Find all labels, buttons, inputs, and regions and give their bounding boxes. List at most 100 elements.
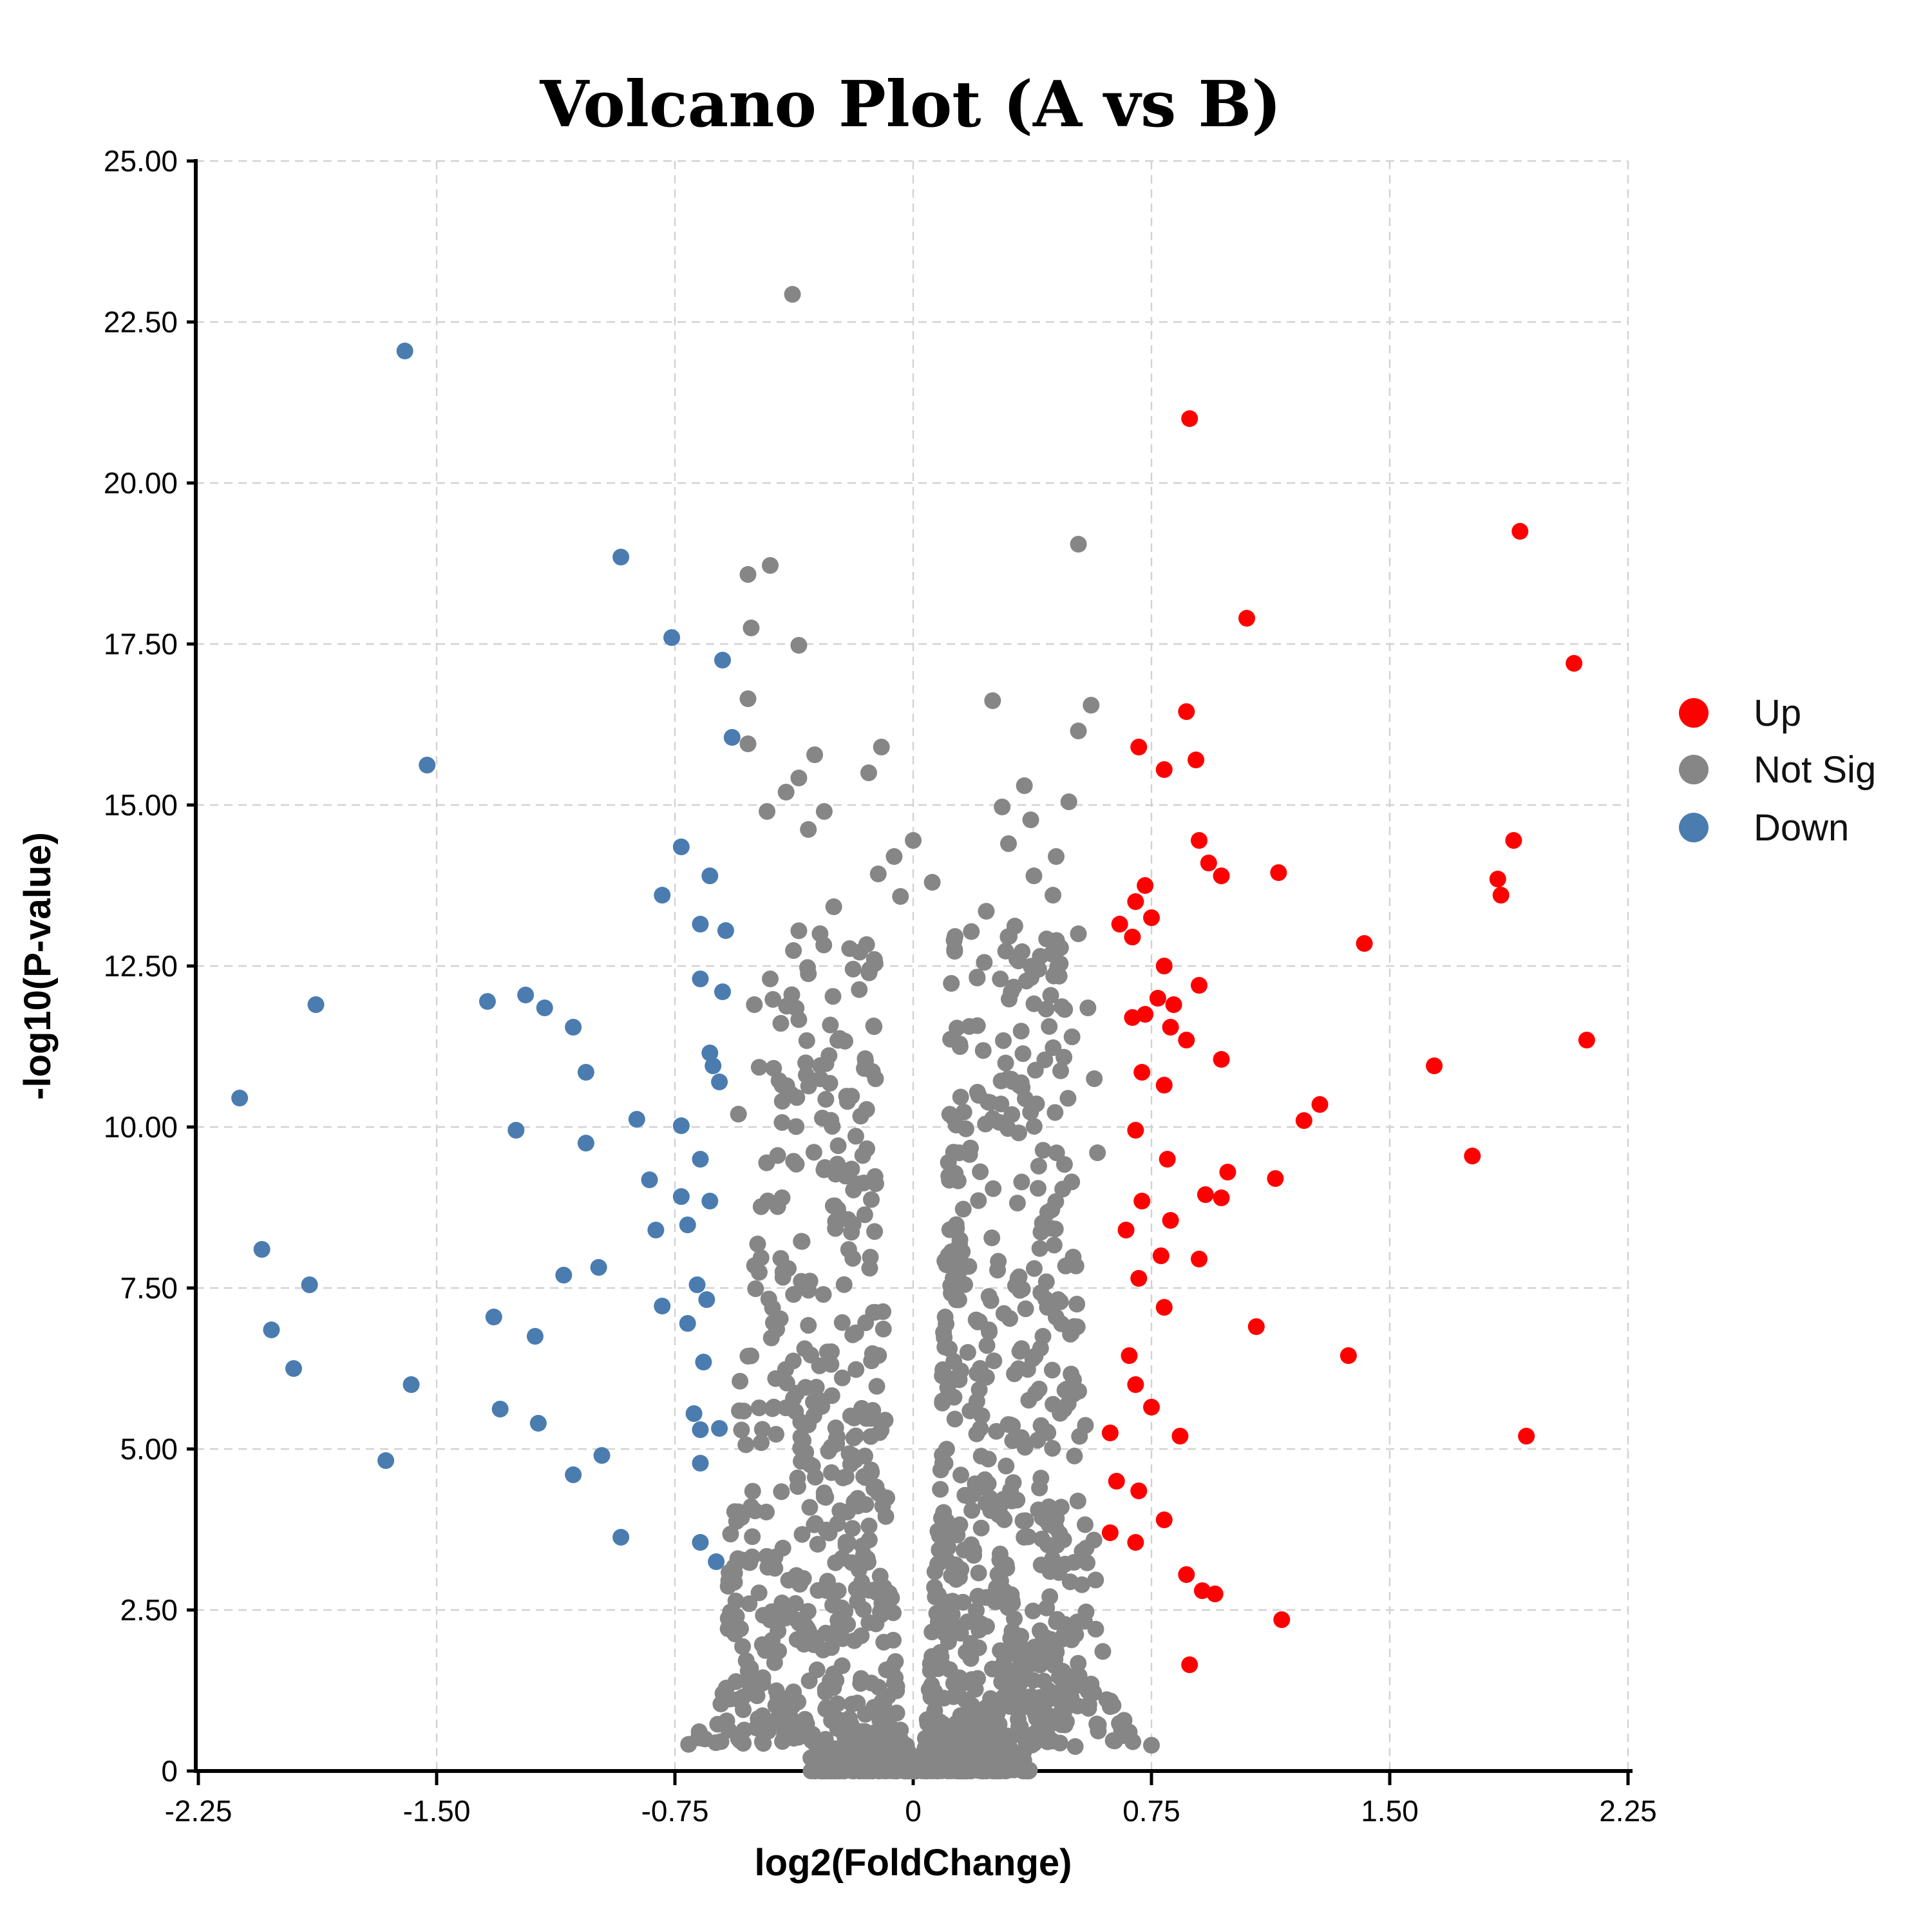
- point-notsig: [1003, 983, 1020, 1001]
- point-up: [1489, 871, 1506, 887]
- point-notsig: [985, 1180, 1002, 1197]
- point-notsig: [984, 692, 1001, 709]
- point-notsig: [1025, 867, 1043, 884]
- point-notsig: [1087, 1571, 1104, 1589]
- point-down: [485, 1309, 502, 1325]
- point-notsig: [753, 1636, 771, 1653]
- point-down: [402, 1376, 420, 1393]
- point-down: [593, 1447, 611, 1464]
- point-notsig: [1003, 1070, 1020, 1088]
- point-notsig: [1080, 1696, 1097, 1713]
- point-notsig: [862, 1461, 880, 1479]
- point-notsig: [936, 1252, 954, 1269]
- point-up: [1155, 1299, 1173, 1316]
- point-notsig: [1032, 948, 1049, 965]
- point-notsig: [1019, 1361, 1036, 1378]
- point-notsig: [849, 1694, 866, 1712]
- point-notsig: [800, 821, 817, 838]
- point-notsig: [801, 1499, 819, 1516]
- point-notsig: [723, 1615, 740, 1633]
- point-notsig: [730, 1106, 747, 1122]
- point-notsig: [1029, 1180, 1046, 1197]
- point-down: [628, 1111, 645, 1128]
- point-notsig: [1042, 1220, 1059, 1237]
- point-up: [1197, 1186, 1214, 1203]
- point-notsig: [737, 1436, 755, 1454]
- point-up: [1117, 1222, 1135, 1238]
- point-notsig: [770, 1698, 788, 1716]
- gridlines: [196, 160, 1629, 1772]
- point-notsig: [1035, 1672, 1052, 1690]
- point-up: [1505, 832, 1522, 849]
- point-notsig: [841, 940, 858, 957]
- point-notsig: [834, 1630, 851, 1647]
- point-notsig: [821, 1762, 838, 1779]
- point-notsig: [1045, 887, 1062, 904]
- point-notsig: [1066, 1738, 1084, 1755]
- point-up: [1127, 1534, 1144, 1551]
- point-notsig: [726, 1558, 743, 1576]
- point-up: [1238, 610, 1255, 627]
- point-up: [1181, 1656, 1198, 1673]
- point-notsig: [990, 1716, 1008, 1733]
- point-notsig: [943, 975, 960, 992]
- point-notsig: [809, 1535, 826, 1553]
- point-notsig: [785, 1390, 802, 1407]
- point-notsig: [1048, 1611, 1066, 1628]
- point-notsig: [1032, 1470, 1050, 1487]
- point-notsig: [851, 981, 868, 998]
- point-notsig: [884, 1631, 902, 1649]
- point-notsig: [972, 1163, 989, 1180]
- x-tick-label: 0.75: [1122, 1794, 1180, 1828]
- point-notsig: [971, 1381, 988, 1398]
- x-tick-label: 1.50: [1361, 1794, 1419, 1828]
- point-notsig: [811, 1070, 829, 1088]
- point-notsig: [1085, 1531, 1103, 1549]
- point-up: [1190, 832, 1208, 849]
- point-notsig: [1087, 1620, 1104, 1638]
- point-notsig: [1045, 1689, 1062, 1707]
- point-notsig: [1025, 1735, 1043, 1752]
- point-down: [396, 343, 413, 359]
- point-notsig: [889, 1735, 907, 1752]
- point-notsig: [804, 1457, 821, 1475]
- point-notsig: [800, 965, 817, 982]
- point-notsig: [853, 1399, 871, 1417]
- point-up: [1121, 1347, 1138, 1364]
- point-notsig: [1115, 1712, 1133, 1729]
- point-up: [1213, 867, 1230, 884]
- point-notsig: [1038, 1599, 1056, 1616]
- point-notsig: [785, 942, 802, 960]
- point-up: [1159, 1151, 1176, 1168]
- point-up: [1426, 1057, 1443, 1074]
- point-notsig: [768, 1682, 785, 1700]
- point-notsig: [762, 1329, 780, 1347]
- point-notsig: [824, 988, 842, 1005]
- point-down: [692, 1421, 709, 1438]
- legend-swatch-not-sig: [1679, 755, 1709, 784]
- point-notsig: [972, 1519, 990, 1537]
- point-notsig: [777, 1609, 794, 1627]
- point-notsig: [875, 1320, 892, 1338]
- point-notsig: [1079, 1554, 1096, 1571]
- point-notsig: [784, 1352, 802, 1370]
- point-notsig: [772, 1015, 790, 1032]
- point-notsig: [858, 936, 875, 953]
- point-up: [1130, 1482, 1148, 1499]
- point-notsig: [845, 1429, 862, 1446]
- y-tick-label: 25.00: [104, 144, 178, 178]
- point-notsig: [866, 955, 884, 972]
- point-notsig: [735, 1734, 752, 1752]
- point-notsig: [805, 1394, 822, 1411]
- point-down: [654, 1298, 671, 1314]
- point-notsig: [827, 1213, 844, 1230]
- point-notsig: [802, 1347, 820, 1364]
- point-notsig: [1059, 1090, 1077, 1107]
- tick-marks: [187, 159, 1630, 1785]
- y-tick-label: 22.50: [104, 305, 178, 339]
- point-up: [1130, 1270, 1148, 1287]
- point-notsig: [967, 1311, 985, 1329]
- point-up: [1566, 655, 1583, 672]
- point-notsig: [815, 936, 833, 954]
- point-notsig: [1050, 1291, 1067, 1309]
